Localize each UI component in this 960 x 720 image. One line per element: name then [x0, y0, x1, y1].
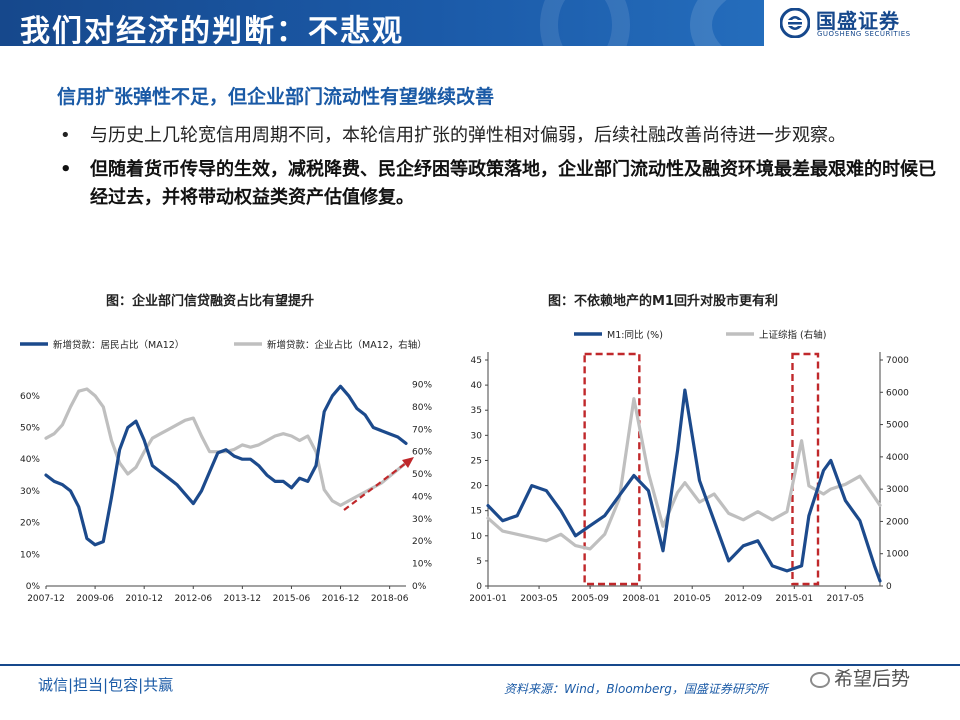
trend-arrow	[343, 459, 411, 511]
y-tick-label-left: 15	[471, 507, 482, 517]
x-tick-label: 2015-01	[776, 594, 814, 604]
chart-title-right: 图：不依赖地产的M1回升对股市更有利	[548, 294, 778, 309]
y-tick-label-right: 3000	[886, 485, 909, 495]
section-headline: 信用扩张弹性不足，但企业部门流动性有望继续改善	[57, 86, 495, 108]
x-tick-label: 2009-06	[76, 594, 114, 604]
x-tick-label: 2012-06	[174, 594, 212, 604]
series-line-1	[44, 387, 408, 507]
brand-logo-icon	[780, 8, 810, 38]
y-tick-label-right: 0%	[412, 582, 427, 592]
y-tick-label-right: 4000	[886, 453, 909, 463]
x-tick-label: 2012-09	[724, 594, 762, 604]
y-tick-label-left: 5	[476, 557, 482, 567]
watermark-text: 希望后势	[834, 668, 911, 690]
y-tick-label-left: 35	[471, 406, 482, 416]
x-tick-label: 2007-12	[27, 594, 65, 604]
bullet-text: 但随着货币传导的生效，减税降费、民企纾困等政策落地，企业部门流动性及融资环境最差…	[90, 159, 936, 208]
y-tick-label-right: 50%	[412, 470, 432, 480]
x-tick-label: 2005-09	[571, 594, 609, 604]
x-tick-label: 2010-12	[125, 594, 163, 604]
y-tick-label-right: 70%	[412, 425, 432, 435]
x-tick-label: 2018-06	[371, 594, 409, 604]
bullet-dot-icon: •	[60, 159, 72, 180]
series-line-0	[486, 388, 882, 583]
y-tick-label-left: 50%	[20, 424, 40, 434]
header-watermark	[540, 0, 630, 46]
y-tick-label-left: 30%	[20, 487, 40, 497]
y-tick-label-right: 30%	[412, 515, 432, 525]
legend-label: 新增贷款：居民占比（MA12）	[53, 339, 184, 351]
y-tick-label-right: 80%	[412, 403, 432, 413]
y-tick-label-right: 90%	[412, 380, 432, 390]
highlight-box	[583, 352, 641, 586]
y-tick-label-right: 2000	[886, 517, 909, 527]
trend-arrow-head	[402, 457, 414, 468]
y-tick-label-right: 6000	[886, 388, 909, 398]
y-tick-label-left: 10%	[20, 550, 40, 560]
y-tick-label-left: 0	[476, 582, 482, 592]
x-tick-label: 2013-12	[224, 594, 262, 604]
x-tick-label: 2001-01	[470, 594, 507, 604]
y-tick-label-left: 10	[471, 532, 483, 542]
x-tick-label: 2015-06	[273, 594, 311, 604]
page-title: 我们对经济的判断：不悲观	[20, 14, 404, 46]
y-tick-label-left: 30	[471, 431, 483, 441]
y-tick-label-right: 5000	[886, 421, 909, 431]
x-tick-label: 2008-01	[622, 594, 660, 604]
x-tick-label: 2016-12	[322, 594, 360, 604]
x-tick-label: 2003-05	[520, 594, 558, 604]
footer-divider	[0, 664, 960, 666]
y-tick-label-right: 0	[886, 582, 892, 592]
y-tick-label-right: 40%	[412, 492, 432, 502]
legend-label: 上证综指 (右轴)	[759, 329, 826, 341]
bullet-text: 与历史上几轮宽信用周期不同，本轮信用扩张的弹性相对偏弱，后续社融改善尚待进一步观…	[90, 125, 846, 146]
bullet-dot-icon: •	[60, 125, 71, 146]
y-tick-label-right: 60%	[412, 448, 432, 458]
series-line-1	[486, 397, 882, 551]
data-source: 资料来源：Wind，Bloomberg，国盛证券研究所	[504, 682, 768, 696]
y-tick-label-right: 20%	[412, 537, 432, 547]
highlight-box	[791, 352, 820, 586]
y-tick-label-left: 20	[471, 482, 483, 492]
brand-logo: 国盛证券 GUOSHENG SECURITIES	[764, 0, 960, 46]
chart-title-left: 图：企业部门信贷融资占比有望提升	[106, 294, 315, 309]
y-tick-label-right: 7000	[886, 356, 909, 366]
y-tick-label-right: 1000	[886, 550, 909, 560]
x-tick-label: 2017-05	[827, 594, 865, 604]
wechat-watermark: 希望后势	[810, 664, 910, 691]
series-line-0	[44, 384, 408, 547]
legend-label: M1:同比 (%)	[607, 329, 663, 341]
brand-name-en: GUOSHENG SECURITIES	[817, 30, 911, 38]
y-tick-label-left: 0%	[26, 582, 41, 592]
title-bar: 我们对经济的判断：不悲观 国盛证券 GUOSHENG SECURITIES	[0, 0, 960, 46]
y-tick-label-left: 20%	[20, 519, 40, 529]
wechat-icon	[810, 671, 830, 688]
legend-label: 新增贷款：企业占比（MA12，右轴）	[267, 339, 427, 351]
y-tick-label-left: 40%	[20, 455, 40, 465]
y-tick-label-left: 45	[471, 356, 482, 366]
y-tick-label-left: 60%	[20, 392, 40, 402]
brand-name: 国盛证券	[816, 9, 900, 33]
chart-left: 0% 10% 20% 30% 40% 50% 60% 0% 10% 20% 30% 40% 50% 60%…	[20, 339, 432, 604]
chart-right: 0 5 10 15 20 25 30 35 40 45 0 1000 2000 3000 4000 5000 6…	[470, 329, 909, 604]
x-tick-label: 2010-05	[673, 594, 711, 604]
bullet-item: • 但随着货币传导的生效，减税降费、民企纾困等政策落地，企业部门流动性及融资环境…	[58, 156, 938, 212]
y-tick-label-right: 10%	[412, 560, 432, 570]
bullet-item: • 与历史上几轮宽信用周期不同，本轮信用扩张的弹性相对偏弱，后续社融改善尚待进一…	[58, 122, 938, 150]
y-tick-label-left: 25	[471, 456, 482, 466]
footer-slogan: 诚信|担当|包容|共赢	[38, 676, 174, 694]
y-tick-label-left: 40	[471, 381, 483, 391]
bullet-list: • 与历史上几轮宽信用周期不同，本轮信用扩张的弹性相对偏弱，后续社融改善尚待进一…	[58, 122, 938, 218]
